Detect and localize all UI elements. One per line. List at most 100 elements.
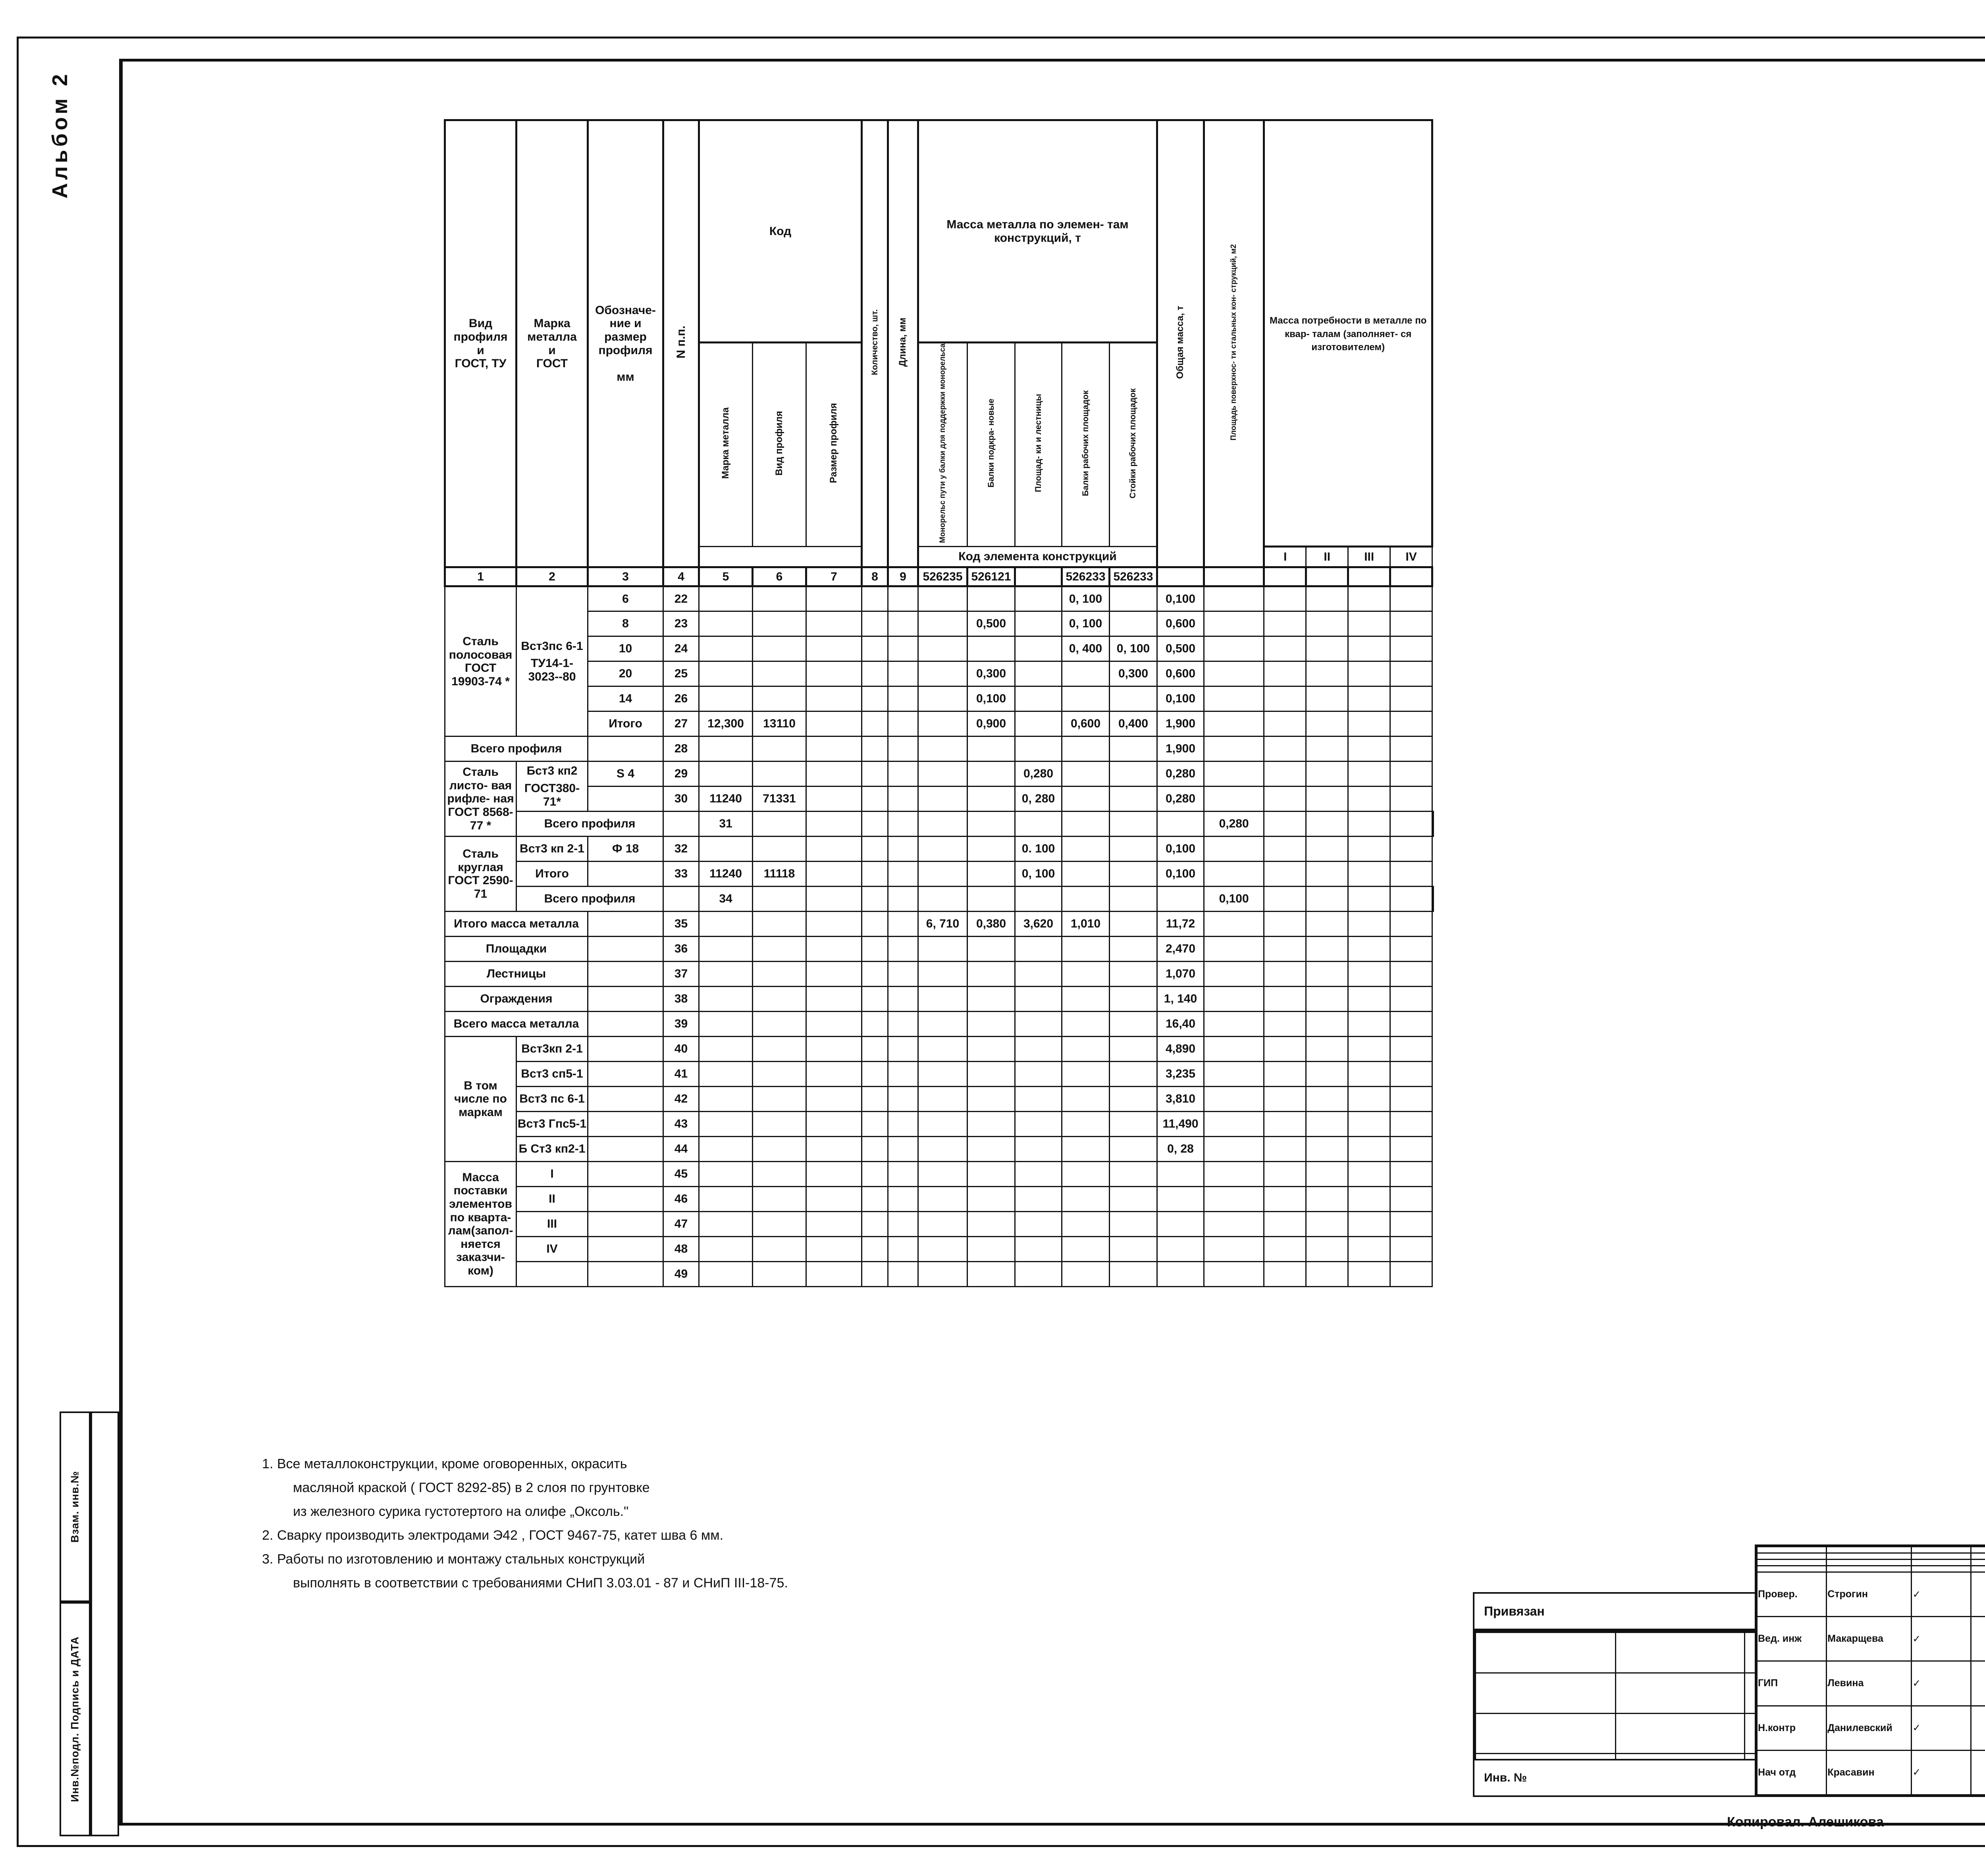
cell-profile: В том числе по маркам: [444, 1036, 517, 1163]
cell-code-profile-type: [752, 1036, 807, 1062]
cell-length: [917, 886, 968, 912]
cell-mass-monorail: [917, 1086, 968, 1112]
cell-size: [587, 786, 664, 812]
cell-row-number: 45: [663, 1161, 700, 1188]
cell-mass-work-posts: [1109, 1186, 1158, 1213]
cell-total-mass: 3,810: [1156, 1086, 1204, 1112]
cell-code-metal: 11240: [698, 786, 753, 812]
cell-mass-monorail: [917, 761, 968, 787]
cell-mass-work-beams: [1061, 1036, 1110, 1062]
cell-total-mass: 0,100: [1156, 861, 1204, 887]
cell-length: [887, 1261, 919, 1288]
cell-code-metal: [698, 1136, 753, 1163]
cell-mass-work-posts: [1109, 1011, 1158, 1037]
album-label: Альбом 2: [48, 71, 72, 199]
cell-quarter-2: [1305, 636, 1349, 662]
cell-mass-platforms: [1014, 711, 1062, 737]
cell-code-profile-size: [806, 761, 862, 787]
cell-code-profile-type: [806, 886, 862, 912]
cell-code-metal: [698, 611, 753, 637]
cell-length: [887, 1161, 919, 1188]
cell-mass-work-beams: 0, 100: [1061, 611, 1110, 637]
cell-quarter-1: [1305, 886, 1349, 912]
cell-quarter-1: [1263, 761, 1307, 787]
cell-quarter-4: [1390, 736, 1433, 762]
cell-quarter-2: [1305, 1061, 1349, 1087]
cell-mass-platforms: 0, 100: [1014, 861, 1062, 887]
cell-quarter-1: [1263, 1161, 1307, 1188]
cell-length: [887, 986, 919, 1012]
code-elem-10: 526235: [917, 566, 968, 588]
cell-total-mass: 0,280: [1203, 811, 1265, 837]
cell-row-number: 42: [663, 1086, 700, 1112]
cell-size: 8: [587, 611, 664, 637]
cell-mass-monorail: [917, 1111, 968, 1138]
margin-label-inv: Инв.№подл. Подпись и ДАТА: [69, 1636, 81, 1802]
cell-quarter-3: [1347, 1236, 1391, 1263]
signature-role: Вед. инж: [1756, 1616, 1827, 1662]
cell-quarter-1: [1263, 986, 1307, 1012]
cell-quarter-1: [1263, 736, 1307, 762]
cell-code-profile-size: [806, 611, 862, 637]
cell-mass-crane-beams: [967, 1111, 1016, 1138]
table-row: Сталь полосовая ГОСТ 19903-74 * Вст3пс 6-…: [444, 586, 1434, 737]
cell-mass-crane-beams: [967, 1161, 1016, 1188]
cell-code-profile-type: 71331: [752, 786, 807, 812]
cell-row-number: 26: [663, 686, 700, 712]
cell-surface-area: [1203, 836, 1265, 862]
cell-quantity: [861, 1011, 888, 1037]
cell-mass-work-posts: [1109, 986, 1158, 1012]
cell-total-mass: 1, 140: [1156, 986, 1204, 1012]
cell-row-number: 37: [663, 961, 700, 987]
cell-total-mass: 0,280: [1156, 786, 1204, 812]
cell-code-metal: [698, 1236, 753, 1263]
table-row: Вст3 Гпс5-1 43 11,490: [445, 1111, 1434, 1138]
cell-mass-work-posts: 0,400: [1109, 711, 1158, 737]
cell-size: [587, 1236, 664, 1263]
cell-mass-work-posts: [1109, 1261, 1158, 1288]
cell-quarter-3: [1347, 1186, 1391, 1213]
cell-code-profile-size: [806, 1161, 862, 1188]
cell-quarter-1: [1263, 1111, 1307, 1138]
signature-name: Левина: [1826, 1660, 1912, 1706]
cell-quarter-3: [1347, 836, 1391, 862]
cell-code-metal: [698, 836, 753, 862]
cell-mass-platforms: [1061, 886, 1110, 912]
cell-mass-crane-beams: [967, 1236, 1016, 1263]
cell-length: [887, 686, 919, 712]
cell-mark: I: [516, 1161, 588, 1188]
cell-quarter-2: [1305, 761, 1349, 787]
cell-quarter-1: [1263, 661, 1307, 687]
cell-mass-work-posts: [1109, 586, 1158, 612]
cell-quarter-2: [1305, 936, 1349, 962]
cell-quarter-4: [1390, 1261, 1433, 1288]
cell-quarter-2: [1305, 1211, 1349, 1238]
table-row: 14 26 0,100 0,100: [445, 686, 1434, 712]
cell-quarter-3: [1390, 886, 1433, 912]
cell-code-profile-size: [806, 636, 862, 662]
sheet-frame-inner: [119, 59, 1985, 1826]
margin-label-vzam: Взам. инв.№: [69, 1471, 81, 1543]
cell-code-profile-type: [752, 1061, 807, 1087]
cell-quarter-4: [1390, 636, 1433, 662]
cell-mass-work-posts: [1109, 611, 1158, 637]
cell-mass-crane-beams: [967, 786, 1016, 812]
cell-code-profile-type: [752, 586, 807, 612]
signature-role: Нач отд: [1756, 1749, 1827, 1796]
table-row: Площадки 36 2,470: [444, 936, 1434, 962]
cell-size: [587, 1161, 664, 1188]
cell-quarter-3: [1347, 711, 1391, 737]
cell-quantity: [861, 911, 888, 937]
cell-quantity: [861, 1136, 888, 1163]
cell-mass-work-posts: [1109, 1061, 1158, 1087]
cell-mass-work-posts: [1109, 736, 1158, 762]
signature-name: Макарщева: [1826, 1616, 1912, 1662]
cell-quantity: [861, 1211, 888, 1238]
cell-size: [587, 1111, 664, 1138]
code-elem-14: 526233: [1108, 566, 1158, 588]
cell-code-profile-size: [806, 1111, 862, 1138]
cell-mass-work-beams: [1061, 861, 1110, 887]
cell-code-metal: [698, 1161, 753, 1188]
cell-code-profile-size: [806, 911, 862, 937]
table-row: Лестницы 37 1,070: [444, 961, 1434, 987]
